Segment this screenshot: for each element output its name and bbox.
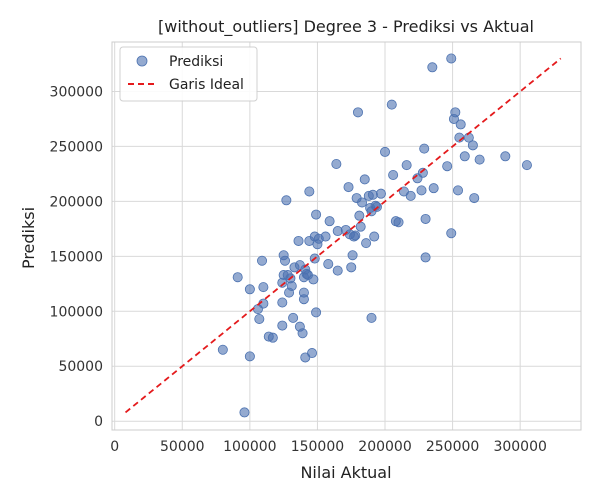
data-point [361,238,372,249]
legend-label-ideal: Garis Ideal [169,77,244,93]
data-point [217,344,228,355]
plot-area [111,41,582,431]
data-point [298,287,309,298]
x-tick-label: 150000 [291,439,344,455]
x-tick-label: 300000 [493,439,546,455]
data-point [357,197,368,208]
data-point [420,213,431,224]
legend: Prediksi Garis Ideal [119,46,258,102]
y-axis-title: Prediksi [19,207,38,269]
data-point [350,230,361,241]
x-tick-label: 200000 [358,439,411,455]
data-point [311,307,322,318]
x-tick-label: 0 [110,439,119,455]
data-point [304,186,315,197]
y-tick-label: 100000 [50,304,103,320]
legend-marker-prediksi [136,55,148,67]
data-point [355,221,366,232]
data-point [311,209,322,220]
data-point [324,216,335,227]
data-point [307,348,318,359]
data-point [331,159,342,170]
x-tick-label: 250000 [426,439,479,455]
data-point [469,193,480,204]
x-axis-title: Nilai Aktual [300,463,391,482]
data-point [343,182,354,193]
data-point [442,161,453,172]
legend-label-prediksi: Prediksi [169,54,223,70]
data-point [459,151,470,162]
tick-labels: 0 50000 100000 150000 200000 250000 300000 0 500… [50,84,547,455]
data-point [277,320,288,331]
data-point [467,140,478,151]
x-tick-label: 50000 [160,439,205,455]
data-point [244,351,255,362]
y-tick-label: 300000 [50,84,103,100]
legend-box [119,46,258,102]
y-tick-label: 250000 [50,139,103,155]
data-point [293,235,304,246]
data-point [388,169,399,180]
data-point [427,62,438,73]
data-point [244,284,255,295]
plot-border [111,41,582,431]
data-point [401,160,412,171]
data-point [286,281,297,292]
data-point [347,250,358,261]
data-point [352,107,363,118]
data-point [405,190,416,201]
data-point [232,272,243,283]
data-point [359,174,370,185]
grid-lines [112,42,581,430]
y-tick-label: 150000 [50,249,103,265]
data-point [366,312,377,323]
data-point [281,195,292,206]
data-point [332,226,343,237]
data-point [267,332,278,343]
data-point [277,297,288,308]
data-point [416,185,427,196]
data-point [500,151,511,162]
data-point [417,167,428,178]
data-point [455,119,466,130]
data-point [419,143,430,154]
data-point [257,255,268,266]
data-layer [124,53,562,418]
ideal-line [124,57,562,414]
chart-title: [without_outliers] Degree 3 - Prediksi v… [158,17,534,37]
data-point [474,154,485,165]
data-point [254,313,265,324]
data-point [367,189,378,200]
data-point [375,188,386,199]
data-point [280,255,291,266]
data-point [428,183,439,194]
data-point [420,252,431,263]
data-point [369,231,380,242]
data-point [380,146,391,157]
data-point [521,160,532,171]
data-point [393,217,404,228]
data-point [239,407,250,418]
y-tick-label: 0 [94,414,103,430]
y-tick-label: 200000 [50,194,103,210]
data-point [446,228,457,239]
data-point [258,282,269,293]
data-point [446,53,457,64]
data-point [332,265,343,276]
data-point [297,328,308,339]
y-tick-label: 50000 [58,359,103,375]
data-point [450,107,461,118]
data-point [320,231,331,242]
data-point [288,312,299,323]
data-point [354,210,365,221]
data-point [346,262,357,273]
data-point [323,259,334,270]
x-tick-label: 100000 [223,439,276,455]
data-point [308,274,319,285]
data-point [453,185,464,196]
data-point [386,99,397,110]
